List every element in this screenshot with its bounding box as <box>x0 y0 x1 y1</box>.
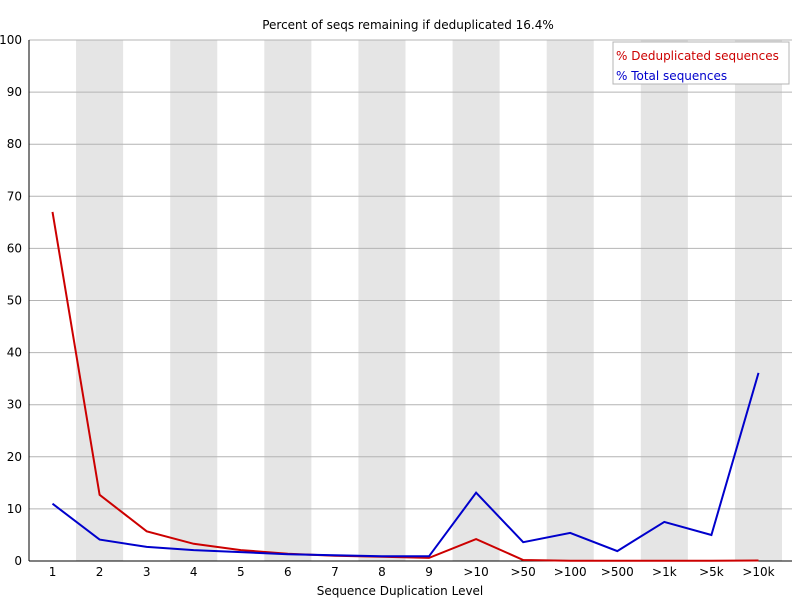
x-tick-0: 1 <box>49 565 57 579</box>
x-tick-3: 4 <box>190 565 198 579</box>
chart-title: Percent of seqs remaining if deduplicate… <box>262 18 554 32</box>
x-tick-5: 6 <box>284 565 292 579</box>
y-tick-50: 50 <box>7 294 22 308</box>
x-tick-13: >1k <box>652 565 677 579</box>
y-tick-70: 70 <box>7 189 22 203</box>
x-tick-2: 3 <box>143 565 151 579</box>
y-tick-40: 40 <box>7 346 22 360</box>
y-tick-0: 0 <box>14 554 22 568</box>
y-tick-10: 10 <box>7 502 22 516</box>
y-tick-100: 100 <box>0 33 22 47</box>
y-tick-80: 80 <box>7 137 22 151</box>
y-tick-30: 30 <box>7 398 22 412</box>
x-tick-14: >5k <box>699 565 724 579</box>
x-tick-12: >500 <box>601 565 634 579</box>
series-line-1 <box>51 372 760 558</box>
series-line-0 <box>51 211 759 562</box>
series-lines <box>51 211 760 562</box>
x-tick-labels: 1 2 3 4 5 6 7 8 9 >10 >50 >100 >500 >1k >5k >10k <box>49 565 775 579</box>
y-tick-60: 60 <box>7 241 22 255</box>
y-tick-90: 90 <box>7 85 22 99</box>
legend: % Deduplicated sequences % Total sequence… <box>612 41 790 85</box>
x-tick-7: 8 <box>378 565 386 579</box>
x-tick-1: 2 <box>96 565 104 579</box>
legend-entry-0: % Deduplicated sequences <box>616 49 779 63</box>
x-tick-15: >10k <box>742 565 774 579</box>
x-tick-10: >50 <box>510 565 535 579</box>
y-tick-labels: 0 10 20 30 40 50 60 70 80 90 100 <box>0 33 22 568</box>
y-tick-20: 20 <box>7 450 22 464</box>
x-tick-11: >100 <box>554 565 587 579</box>
legend-entry-1: % Total sequences <box>616 69 727 83</box>
x-tick-9: >10 <box>463 565 488 579</box>
x-tick-8: 9 <box>425 565 433 579</box>
x-axis-label: Sequence Duplication Level <box>317 584 484 598</box>
x-tick-6: 7 <box>331 565 339 579</box>
legend-box <box>612 41 790 85</box>
x-tick-4: 5 <box>237 565 245 579</box>
